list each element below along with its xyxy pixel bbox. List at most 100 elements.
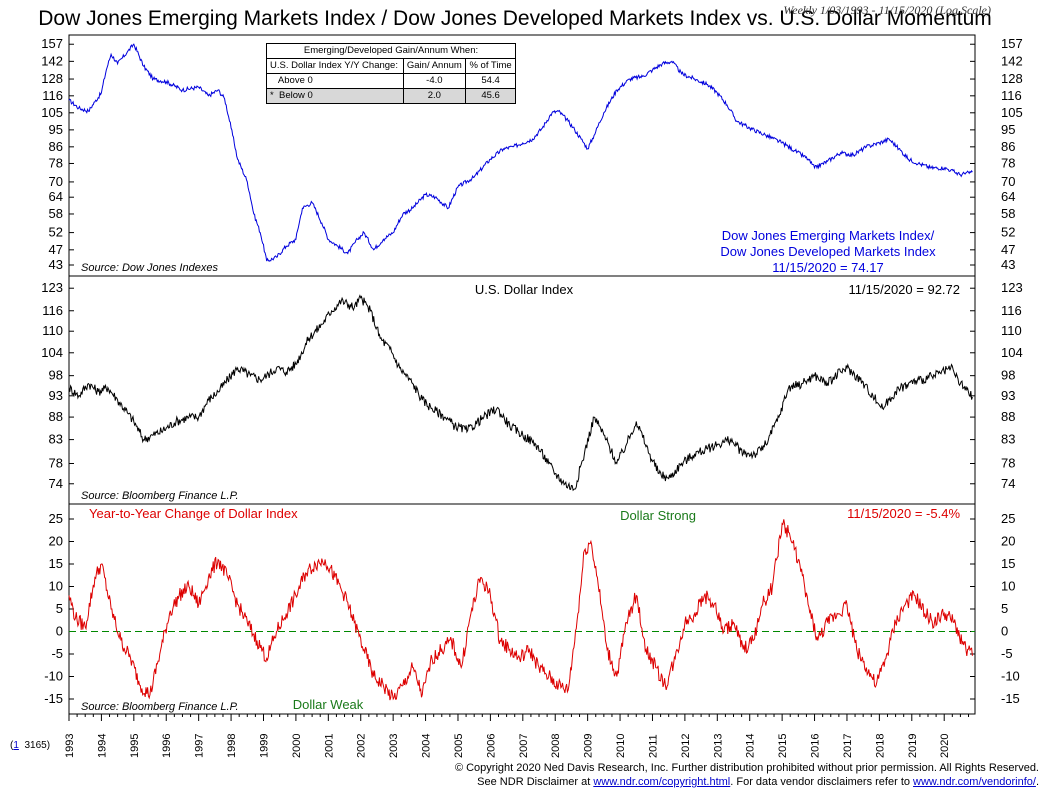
chart-title: Dow Jones Emerging Markets Index / Dow J… [38, 7, 992, 30]
x-tick-label: 1994 [96, 734, 108, 758]
y-tick-label-left: 104 [41, 345, 63, 360]
y-tick-label-right: 10 [1001, 579, 1015, 594]
y-tick-label-left: -10 [44, 669, 63, 684]
y-tick-label-right: 123 [1001, 280, 1023, 295]
y-tick-label-left: 116 [42, 88, 63, 103]
dollar-weak-label: Dollar Weak [293, 697, 364, 712]
y-tick-label-right: 104 [1001, 345, 1023, 360]
series-label: 11/15/2020 = 74.17 [772, 260, 883, 275]
y-tick-label-right: 74 [1001, 476, 1015, 491]
x-tick-label: 2018 [874, 734, 886, 758]
x-tick-label: 2008 [550, 734, 562, 758]
y-tick-label-right: 43 [1001, 257, 1015, 272]
table-cell-label: * Below 0 [266, 88, 404, 104]
y-tick-label-left: 64 [49, 189, 63, 204]
y-tick-label-left: 98 [49, 368, 63, 383]
y-tick-label-left: 43 [49, 257, 63, 272]
series-label: Dow Jones Developed Markets Index [720, 244, 936, 259]
y-tick-label-left: 20 [49, 534, 63, 549]
y-tick-label-right: 157 [1001, 36, 1023, 51]
y-tick-label-left: 123 [41, 280, 63, 295]
table-cell-pct: 45.6 [465, 88, 516, 104]
y-tick-label-left: 74 [49, 476, 63, 491]
y-tick-label-left: 47 [49, 242, 63, 257]
y-tick-label-left: 142 [41, 53, 63, 68]
table-cell-label: Above 0 [266, 73, 404, 89]
y-tick-label-right: 52 [1001, 225, 1015, 240]
x-tick-label: 2011 [647, 734, 659, 758]
source-label: Source: Dow Jones Indexes [81, 262, 218, 274]
table-header: Emerging/Developed Gain/Annum When: [266, 43, 516, 59]
x-tick-label: 1996 [161, 734, 173, 758]
x-tick-label: 2013 [712, 734, 724, 758]
x-tick-label: 1997 [194, 734, 206, 758]
y-tick-label-left: 70 [49, 174, 63, 189]
copyright-link[interactable]: www.ndr.com/copyright.html [593, 776, 731, 788]
table-cell-gain: -4.0 [402, 73, 467, 89]
y-tick-label-right: 47 [1001, 242, 1015, 257]
y-tick-label-right: 20 [1001, 534, 1015, 549]
x-tick-label: 1998 [226, 734, 238, 758]
panel-title: U.S. Dollar Index [475, 282, 574, 297]
y-tick-label-left: 110 [42, 323, 63, 338]
source-label: Source: Bloomberg Finance L.P. [81, 490, 239, 502]
y-tick-label-right: 98 [1001, 368, 1015, 383]
y-tick-label-right: 142 [1001, 53, 1023, 68]
y-tick-label-right: 15 [1001, 556, 1015, 571]
y-tick-label-right: 116 [1001, 303, 1022, 318]
x-tick-label: 2003 [388, 734, 400, 758]
x-tick-label: 2016 [810, 734, 822, 758]
table-cell-gain: 2.0 [402, 88, 467, 104]
table-col-gain: Gain/ Annum [402, 58, 467, 74]
y-tick-label-left: 86 [49, 139, 63, 154]
x-tick-label: 2000 [291, 734, 303, 758]
vendorinfo-link[interactable]: www.ndr.com/vendorinfo/ [913, 776, 1036, 788]
y-tick-label-right: 88 [1001, 409, 1015, 424]
y-tick-label-left: 78 [49, 155, 63, 170]
disclaimer-notice: See NDR Disclaimer at www.ndr.com/copyri… [477, 776, 1039, 788]
x-tick-label: 2012 [680, 734, 692, 758]
y-tick-label-left: -15 [44, 691, 63, 706]
y-tick-label-left: 58 [49, 206, 63, 221]
x-tick-label: 2006 [485, 734, 497, 758]
y-tick-label-left: 15 [49, 556, 63, 571]
y-tick-label-right: 95 [1001, 122, 1015, 137]
x-tick-label: 2005 [453, 734, 465, 758]
y-tick-label-right: 110 [1001, 323, 1022, 338]
series-label: Dow Jones Emerging Markets Index/ [722, 228, 935, 243]
y-tick-label-left: 78 [49, 456, 63, 471]
y-tick-label-left: 52 [49, 225, 63, 240]
latest-value-label: 11/15/2020 = 92.72 [849, 282, 960, 297]
table-col-pct: % of Time [465, 58, 516, 74]
table-row: * Below 0 2.0 45.6 [266, 88, 516, 104]
x-tick-label: 2014 [745, 734, 757, 758]
table-row: Above 0 -4.0 54.4 [266, 73, 516, 89]
y-tick-label-left: 25 [49, 511, 63, 526]
y-tick-label-left: 116 [42, 303, 63, 318]
chart-reference[interactable]: (1 3165) [10, 740, 51, 751]
y-tick-label-left: 10 [49, 579, 63, 594]
x-tick-label: 2020 [939, 734, 951, 758]
x-tick-label: 2004 [421, 734, 433, 758]
y-tick-label-right: 128 [1001, 71, 1023, 86]
y-tick-label-left: 128 [41, 71, 63, 86]
y-tick-label-left: 83 [49, 432, 63, 447]
y-tick-label-right: -15 [1001, 691, 1020, 706]
x-tick-label: 2002 [356, 734, 368, 758]
x-tick-label: 1993 [64, 734, 76, 758]
panel-title: Year-to-Year Change of Dollar Index [89, 506, 298, 521]
gain-per-annum-table: Emerging/Developed Gain/Annum When: U.S.… [266, 43, 516, 104]
x-tick-label: 2019 [907, 734, 919, 758]
y-tick-label-right: 83 [1001, 432, 1015, 447]
y-tick-label-right: 105 [1001, 105, 1023, 120]
y-tick-label-right: 5 [1001, 601, 1008, 616]
y-tick-label-left: 5 [56, 601, 63, 616]
x-tick-label: 2015 [777, 734, 789, 758]
y-tick-label-right: -5 [1001, 646, 1013, 661]
x-tick-label: 2017 [842, 734, 854, 758]
x-tick-label: 2010 [615, 734, 627, 758]
y-tick-label-left: 105 [41, 105, 63, 120]
x-tick-label: 2009 [583, 734, 595, 758]
plot-frame [68, 34, 976, 715]
